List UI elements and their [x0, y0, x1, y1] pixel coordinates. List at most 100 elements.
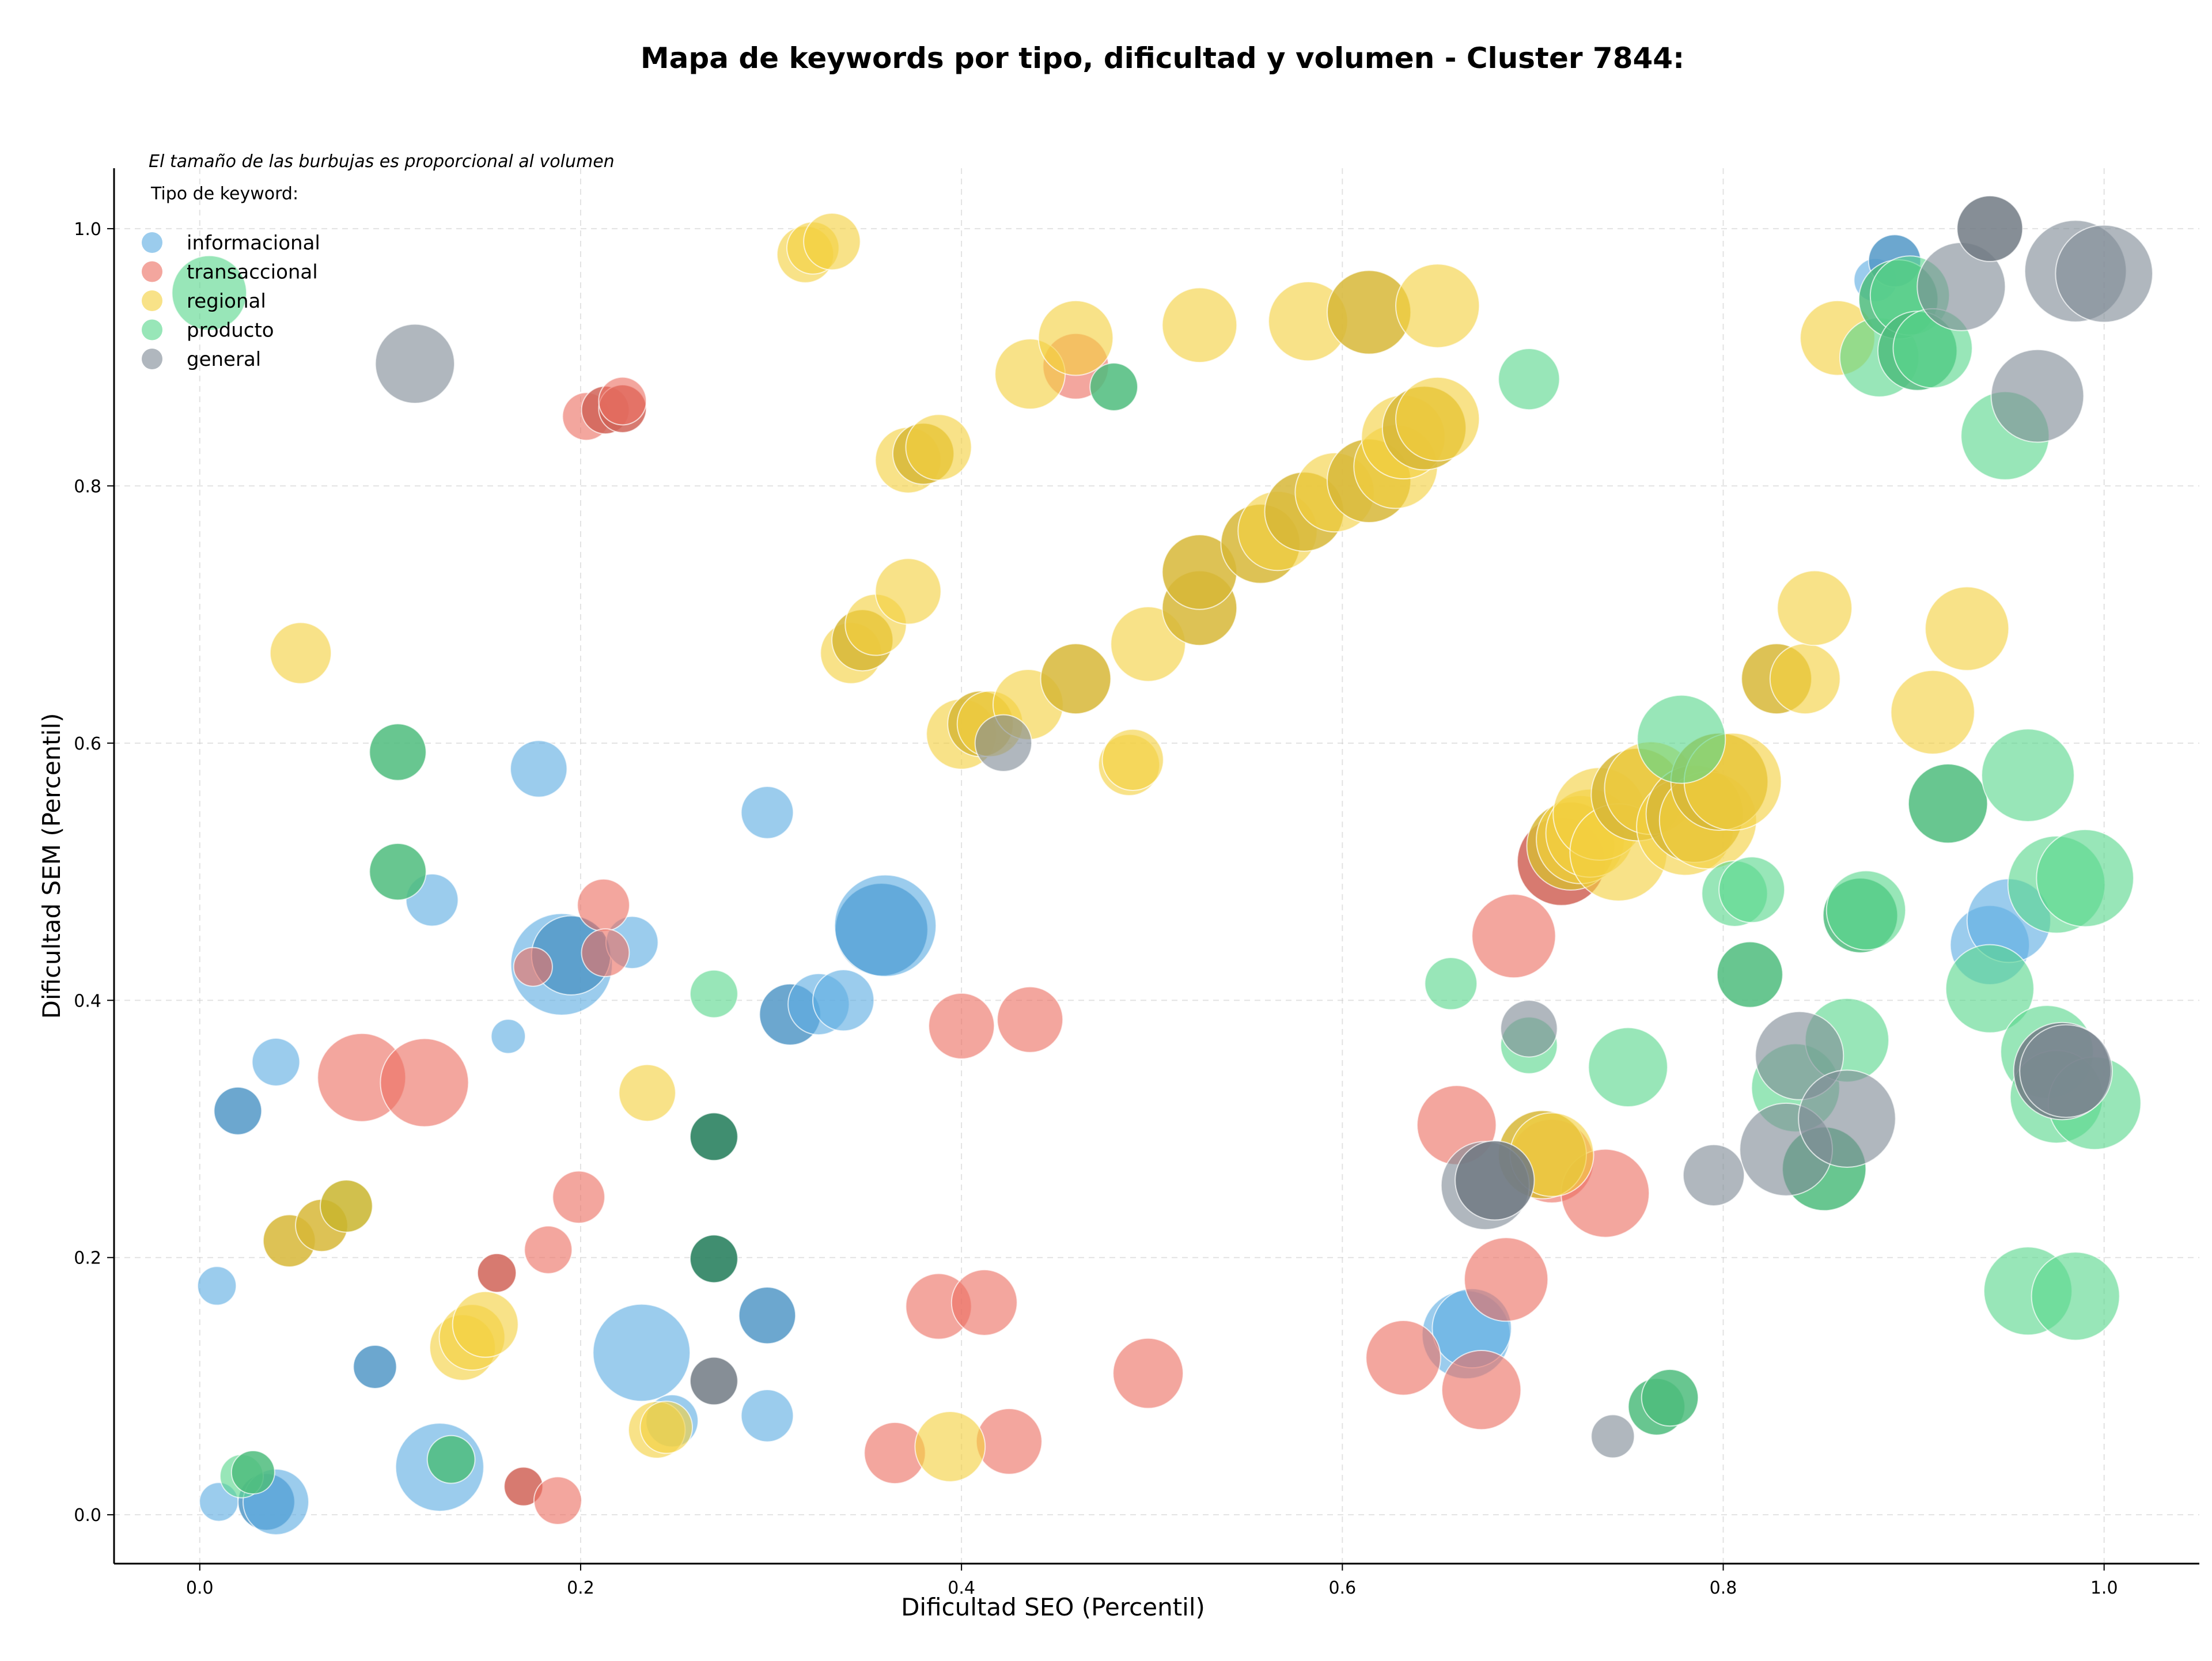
bubble-producto	[689, 1112, 738, 1161]
y-tick-label: 0.4	[74, 991, 101, 1011]
bubble-regional	[905, 414, 972, 481]
size-note: El tamaño de las burbujas es proporciona…	[149, 152, 615, 172]
bubble-producto	[426, 1435, 476, 1484]
bubble-producto	[1424, 956, 1478, 1011]
bubble-regional	[1395, 376, 1480, 461]
bubble-transaccional	[577, 878, 630, 932]
bubble-general	[2055, 224, 2154, 323]
bubble-general	[1798, 1069, 1896, 1168]
bubble-transaccional	[533, 1476, 582, 1526]
bubble-general	[689, 1356, 738, 1406]
chart-title: Mapa de keywords por tipo, dificultad y …	[641, 41, 1684, 75]
bubble-transaccional	[476, 1253, 517, 1293]
bubble-producto	[2036, 828, 2134, 928]
bubble-transaccional	[581, 928, 630, 978]
x-axis-label: Dificultad SEO (Percentil)	[901, 1593, 1205, 1621]
bubble-transaccional	[513, 947, 553, 987]
bubble-layer	[171, 195, 2154, 1535]
bubble-informacional	[213, 1086, 263, 1136]
bubble-informacional	[740, 1388, 794, 1443]
bubble-informacional	[510, 740, 568, 798]
series-general	[374, 195, 2154, 1459]
bubble-producto	[1907, 763, 1988, 844]
bubble-producto	[1089, 362, 1139, 411]
y-tick-label: 0.2	[74, 1248, 101, 1269]
bubble-producto	[689, 969, 738, 1019]
bubble-transaccional	[1112, 1337, 1184, 1409]
bubble-informacional	[834, 874, 937, 978]
axes	[113, 168, 2199, 1565]
bubble-regional	[1161, 287, 1238, 364]
bubble-informacional	[490, 1019, 527, 1054]
bubble-regional	[874, 558, 942, 625]
bubble-transaccional	[524, 1225, 573, 1274]
bubble-transaccional	[380, 1038, 469, 1127]
x-tick-label: 0.8	[1710, 1578, 1737, 1598]
x-tick-label: 0.2	[567, 1578, 594, 1598]
bubble-producto	[1641, 1368, 1699, 1427]
bubble-regional	[1777, 570, 1853, 646]
bubble-regional	[269, 622, 332, 684]
bubble-producto	[1637, 694, 1726, 784]
bubble-transaccional	[950, 1269, 1018, 1336]
legend-marker-general	[142, 349, 162, 369]
bubble-regional	[1101, 728, 1164, 791]
bubble-transaccional	[1464, 1237, 1549, 1322]
bubble-regional	[1925, 586, 2010, 671]
bubble-regional	[452, 1291, 519, 1358]
bubble-general	[974, 714, 1033, 773]
bubble-regional	[320, 1179, 373, 1233]
legend-title: Tipo de keyword:	[150, 184, 298, 204]
bubble-regional	[1040, 643, 1112, 715]
y-axis-label: Dificultad SEM (Percentil)	[37, 713, 66, 1019]
bubble-regional	[639, 1401, 694, 1454]
bubble-general	[1990, 349, 2085, 443]
bubble-producto	[2031, 1251, 2120, 1341]
y-tick-label: 1.0	[74, 220, 101, 240]
legend: El tamaño de las burbujas es proporciona…	[142, 152, 615, 371]
bubble-producto	[369, 842, 427, 901]
legend-label-producto: producto	[187, 319, 274, 342]
bubble-producto	[1945, 944, 2035, 1034]
bubble-transaccional	[598, 376, 647, 426]
bubble-informacional	[812, 969, 875, 1032]
bubble-producto	[230, 1450, 275, 1495]
bubble-producto	[1588, 1027, 1668, 1108]
bubble-general	[374, 323, 456, 404]
x-tick-label: 0.4	[948, 1578, 975, 1598]
bubble-regional	[1890, 669, 1975, 755]
bubble-producto	[1498, 347, 1560, 411]
legend-label-general: general	[187, 348, 261, 371]
legend-marker-transaccional	[142, 261, 162, 282]
legend-marker-regional	[142, 290, 162, 311]
bubble-transaccional	[997, 986, 1064, 1053]
bubble-regional	[803, 213, 861, 271]
bubble-producto	[1716, 941, 1783, 1008]
bubble-transaccional	[1441, 1349, 1522, 1431]
bubble-regional	[1769, 643, 1841, 715]
bubble-producto	[369, 723, 427, 781]
bubble-transaccional	[552, 1170, 605, 1224]
bubble-general	[1455, 1140, 1535, 1221]
bubble-regional	[1037, 300, 1114, 376]
bubble-informacional	[353, 1344, 397, 1389]
series-regional	[262, 213, 2010, 1482]
bubble-transaccional	[1471, 894, 1556, 979]
bubble-transaccional	[975, 1408, 1043, 1475]
legend-marker-informacional	[142, 232, 162, 253]
bubble-informacional	[196, 1266, 237, 1306]
bubble-informacional	[738, 1286, 797, 1345]
y-tick-label: 0.6	[74, 734, 101, 754]
bubble-general	[1500, 1000, 1558, 1058]
x-tick-label: 1.0	[2090, 1578, 2118, 1598]
legend-label-transaccional: transaccional	[187, 261, 318, 284]
bubble-general	[1590, 1414, 1635, 1459]
y-tick-label: 0.0	[74, 1505, 101, 1526]
x-tick-label: 0.6	[1328, 1578, 1356, 1598]
series-transaccional	[317, 332, 1650, 1526]
bubble-regional	[1395, 263, 1480, 349]
bubble-transaccional	[1365, 1320, 1441, 1396]
bubble-transaccional	[928, 992, 995, 1060]
tick-labels: 0.0 0.2 0.4 0.6 0.8 1.0 0.0 0.2 0.4 0.6 0.8 1.0	[74, 220, 2118, 1598]
